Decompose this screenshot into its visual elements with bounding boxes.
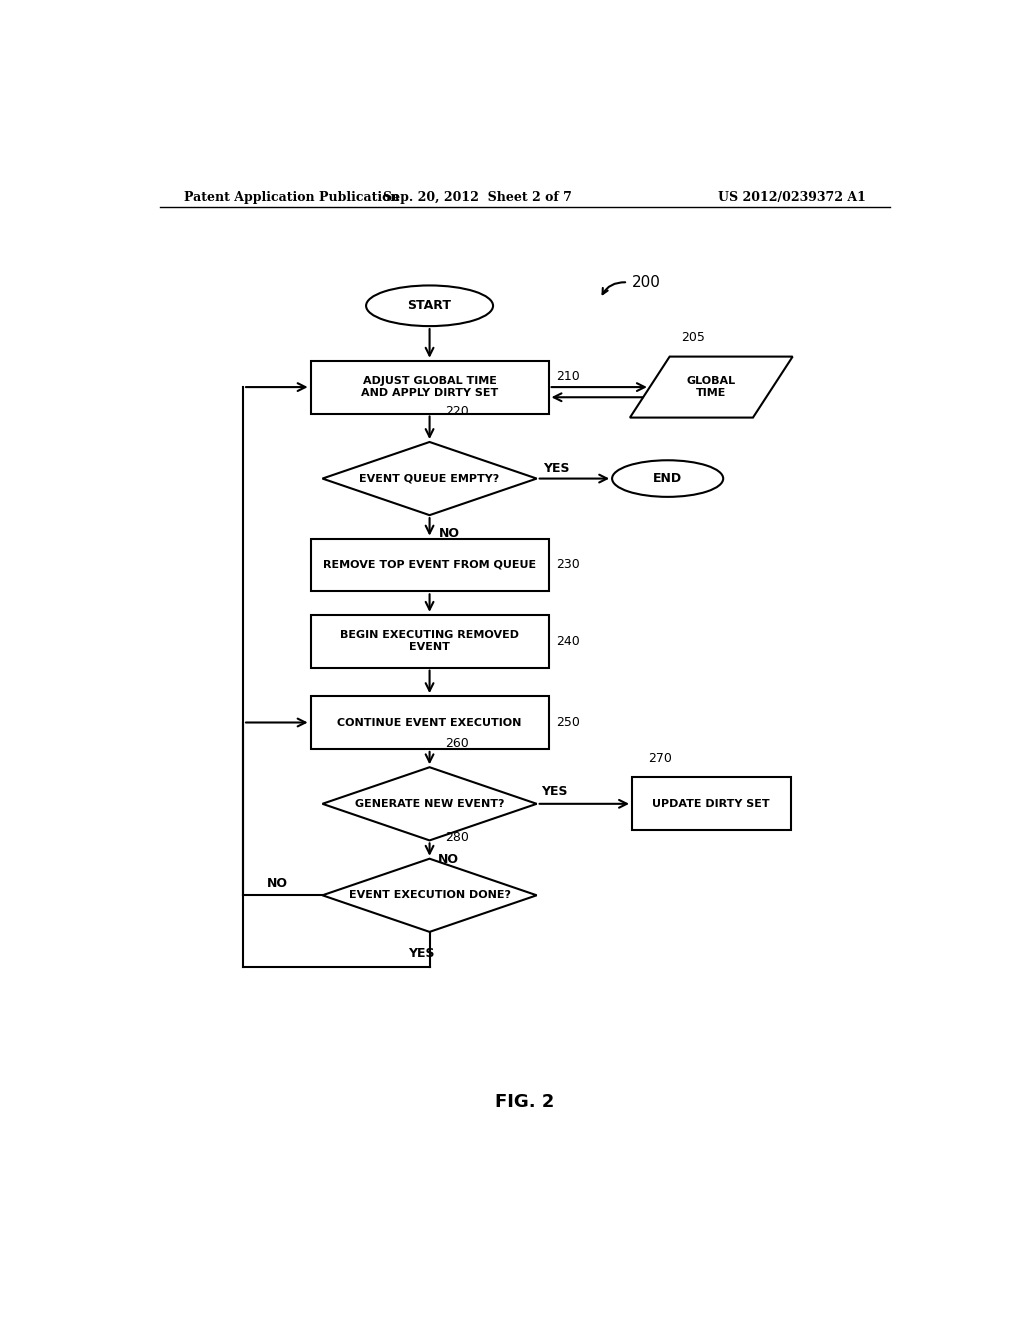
- Text: 220: 220: [445, 405, 469, 417]
- Text: US 2012/0239372 A1: US 2012/0239372 A1: [718, 190, 866, 203]
- Bar: [310, 539, 549, 591]
- Text: 205: 205: [682, 331, 706, 345]
- Bar: [310, 615, 549, 668]
- Ellipse shape: [612, 461, 723, 496]
- Text: END: END: [653, 473, 682, 484]
- Text: NO: NO: [267, 876, 288, 890]
- Text: NO: NO: [437, 853, 459, 866]
- Ellipse shape: [367, 285, 494, 326]
- Polygon shape: [323, 859, 537, 932]
- Text: EVENT EXECUTION DONE?: EVENT EXECUTION DONE?: [348, 890, 511, 900]
- Text: FIG. 2: FIG. 2: [496, 1093, 554, 1110]
- Text: EVENT QUEUE EMPTY?: EVENT QUEUE EMPTY?: [359, 474, 500, 483]
- Text: UPDATE DIRTY SET: UPDATE DIRTY SET: [652, 799, 770, 809]
- Text: NO: NO: [439, 528, 460, 540]
- Bar: [310, 360, 549, 413]
- Bar: [310, 696, 549, 748]
- Text: YES: YES: [543, 462, 569, 475]
- Text: YES: YES: [409, 948, 435, 960]
- Text: GLOBAL
TIME: GLOBAL TIME: [687, 376, 736, 397]
- Text: ADJUST GLOBAL TIME
AND APPLY DIRTY SET: ADJUST GLOBAL TIME AND APPLY DIRTY SET: [360, 376, 499, 397]
- Text: REMOVE TOP EVENT FROM QUEUE: REMOVE TOP EVENT FROM QUEUE: [323, 560, 537, 570]
- Text: CONTINUE EVENT EXECUTION: CONTINUE EVENT EXECUTION: [337, 718, 522, 727]
- Polygon shape: [323, 767, 537, 841]
- Text: 230: 230: [557, 558, 581, 572]
- Polygon shape: [630, 356, 793, 417]
- Text: 240: 240: [557, 635, 581, 648]
- Text: Patent Application Publication: Patent Application Publication: [183, 190, 399, 203]
- Text: YES: YES: [541, 785, 567, 799]
- Text: 260: 260: [445, 737, 469, 750]
- Text: 270: 270: [648, 752, 672, 766]
- Text: START: START: [408, 300, 452, 313]
- Text: 250: 250: [557, 715, 581, 729]
- Text: Sep. 20, 2012  Sheet 2 of 7: Sep. 20, 2012 Sheet 2 of 7: [383, 190, 571, 203]
- Text: GENERATE NEW EVENT?: GENERATE NEW EVENT?: [355, 799, 504, 809]
- Text: 280: 280: [445, 832, 469, 845]
- Text: 200: 200: [632, 275, 660, 290]
- Text: BEGIN EXECUTING REMOVED
EVENT: BEGIN EXECUTING REMOVED EVENT: [340, 631, 519, 652]
- Polygon shape: [323, 442, 537, 515]
- Text: 210: 210: [557, 371, 581, 383]
- Bar: [632, 777, 791, 830]
